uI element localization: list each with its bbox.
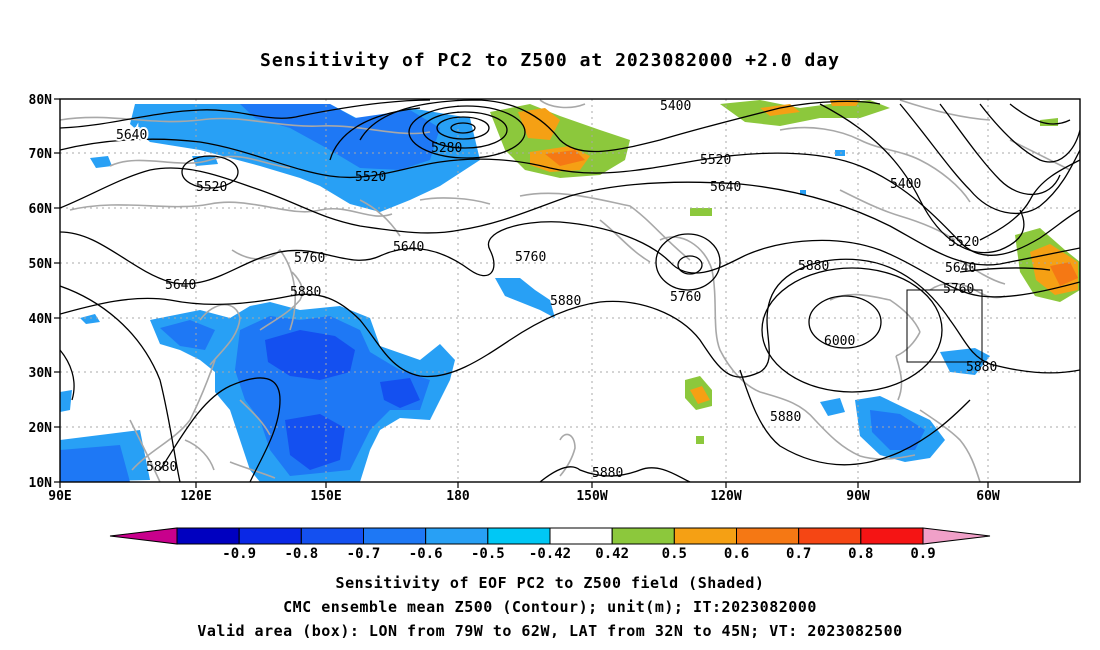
colorbar-low-triangle [109, 527, 178, 545]
contour-label: 5640 [393, 240, 424, 255]
colorbar-swatch [611, 527, 675, 545]
negative-sensitivity-shading-strong [265, 330, 420, 470]
contour-label: 5880 [550, 294, 581, 309]
lat-label: 30N [29, 366, 53, 381]
contour-label: 5400 [890, 177, 921, 192]
lat-label: 70N [29, 147, 53, 162]
lat-label: 50N [29, 257, 53, 272]
svg-text:5640: 5640 [116, 128, 147, 143]
contour-label: 5880 [798, 259, 829, 274]
caption-line-2: CMC ensemble mean Z500 (Contour); unit(m… [283, 598, 817, 616]
colorbar-swatch [238, 527, 302, 545]
caption-line-1: Sensitivity of EOF PC2 to Z500 field (Sh… [335, 574, 765, 592]
map-title: Sensitivity of PC2 to Z500 at 2023082000… [259, 50, 840, 71]
colorbar-swatch [549, 527, 613, 545]
colorbar-label: 0.5 [662, 546, 687, 562]
caption-line-3: Valid area (box): LON from 79W to 62W, L… [197, 622, 903, 640]
colorbar-label: 0.8 [848, 546, 873, 562]
contour-label: 6000 [824, 334, 855, 349]
contour-label: 5760 [670, 290, 701, 305]
axis-ticks [54, 98, 989, 488]
valid-area-box [906, 289, 983, 363]
lon-label: 150E [310, 489, 341, 504]
colorbar-label: -0.8 [284, 546, 318, 562]
colorbar-swatch [425, 527, 489, 545]
contour-label: 5520 [700, 153, 731, 168]
colorbar-swatch [300, 527, 365, 545]
lon-label: 120W [710, 489, 741, 504]
lon-label: 90E [48, 489, 71, 504]
colorbar-label: -0.6 [409, 546, 443, 562]
lat-label: 80N [29, 93, 53, 108]
lon-label: 120E [180, 489, 211, 504]
colorbar-swatch [176, 527, 240, 545]
contour-label: 5760 [515, 250, 546, 265]
contour-label: 5640 [116, 128, 147, 143]
colorbar-swatch [798, 527, 862, 545]
contour-label: 5400 [660, 99, 691, 114]
colorbar-label: 0.7 [786, 546, 811, 562]
contour-label: 5640 [165, 278, 196, 293]
positive-sensitivity-shading-strong [545, 150, 1078, 286]
lat-label: 10N [29, 476, 53, 491]
contour-label: 5520 [196, 180, 227, 195]
contour-label: 5880 [290, 285, 321, 300]
colorbar-swatch [736, 527, 800, 545]
contour-label: 5640 [710, 180, 741, 195]
lon-labels: 90E 120E 150E 180 150W 120W 90W 60W [48, 489, 1000, 504]
colorbar-high-triangle [922, 527, 991, 545]
contour-label: 5280 [431, 141, 462, 156]
lat-labels: 80N 70N 60N 50N 40N 30N 20N 10N [29, 93, 53, 491]
colorbar-label: 0.6 [724, 546, 749, 562]
contour-label: 5640 [945, 261, 976, 276]
contour-label: 5520 [948, 235, 979, 250]
contour-label: 5880 [146, 460, 177, 475]
contour-label: 5760 [294, 251, 325, 266]
gridlines [60, 99, 1080, 482]
colorbar-label: 0.9 [910, 546, 935, 562]
colorbar-swatch [860, 527, 924, 545]
colorbar-label: -0.5 [471, 546, 505, 562]
contour-label: 5880 [966, 360, 997, 375]
colorbar-label: 0.42 [595, 546, 629, 562]
colorbar-swatch [487, 527, 551, 545]
contour-label: 5880 [592, 466, 623, 481]
colorbar-label: -0.9 [222, 546, 256, 562]
lon-label: 150W [576, 489, 607, 504]
shading-layer [60, 100, 1080, 482]
colorbar-label: -0.7 [347, 546, 381, 562]
contour-labels: 5640 5640 5520 5280 5520 5400 5520 5640 … [114, 99, 997, 481]
lon-label: 90W [846, 489, 870, 504]
z500-contours [60, 99, 1080, 482]
lon-label: 60W [976, 489, 1000, 504]
contour-label: 5880 [770, 410, 801, 425]
contour-label: 5760 [943, 282, 974, 297]
colorbar-label: -0.42 [529, 546, 571, 562]
lat-label: 20N [29, 421, 53, 436]
lat-label: 40N [29, 312, 53, 327]
colorbar-swatch [673, 527, 737, 545]
lat-label: 60N [29, 202, 53, 217]
colorbar: -0.9 -0.8 -0.7 -0.6 -0.5 -0.42 0.42 0.5 0.6 0.7 0.… [109, 527, 991, 562]
lon-label: 180 [446, 489, 470, 504]
plot-frame [59, 98, 1081, 483]
colorbar-swatch [363, 527, 427, 545]
contour-label: 5520 [355, 170, 386, 185]
